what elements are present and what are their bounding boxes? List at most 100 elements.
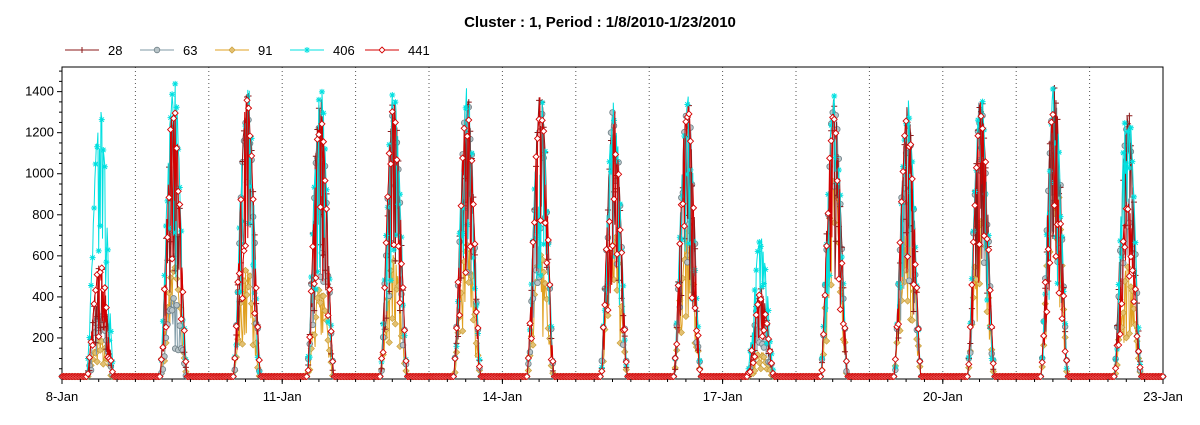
data-point bbox=[979, 98, 986, 105]
data-point bbox=[89, 254, 96, 261]
data-point bbox=[905, 277, 913, 284]
data-point bbox=[914, 325, 922, 333]
data-point bbox=[178, 228, 185, 235]
data-point bbox=[1054, 280, 1061, 287]
data-point bbox=[974, 117, 981, 124]
y-axis: 200 400 600 800 1000 1200 1400 bbox=[25, 70, 62, 370]
data-point bbox=[540, 127, 548, 135]
data-point bbox=[245, 220, 252, 227]
data-point bbox=[541, 279, 549, 288]
data-point bbox=[757, 243, 764, 250]
data-point bbox=[670, 372, 678, 381]
data-point bbox=[1112, 356, 1119, 363]
data-point bbox=[472, 308, 481, 316]
data-point bbox=[101, 284, 109, 292]
data-point bbox=[766, 347, 774, 355]
data-point bbox=[243, 96, 251, 104]
x-tick-label: 23-Jan bbox=[1143, 389, 1183, 404]
data-point bbox=[1117, 237, 1124, 244]
data-point bbox=[165, 193, 173, 202]
data-point bbox=[986, 286, 994, 294]
data-point bbox=[684, 101, 691, 108]
data-point bbox=[1128, 266, 1137, 275]
data-point bbox=[99, 360, 107, 368]
data-point bbox=[910, 308, 917, 315]
data-point bbox=[396, 307, 403, 314]
data-point bbox=[1124, 205, 1132, 213]
data-point bbox=[1129, 158, 1136, 165]
data-point bbox=[236, 224, 243, 231]
data-point bbox=[173, 144, 181, 153]
data-point bbox=[455, 298, 462, 305]
data-point bbox=[318, 120, 326, 128]
data-point bbox=[680, 222, 689, 230]
data-point bbox=[1046, 168, 1053, 175]
data-point bbox=[470, 254, 477, 261]
data-point bbox=[838, 259, 846, 267]
data-point bbox=[88, 341, 97, 349]
data-point bbox=[967, 320, 974, 327]
data-point bbox=[1037, 372, 1045, 381]
data-point bbox=[459, 327, 467, 335]
data-point bbox=[1111, 364, 1120, 372]
data-point bbox=[1055, 289, 1063, 297]
data-point bbox=[755, 359, 763, 367]
data-point bbox=[325, 319, 332, 326]
data-point bbox=[536, 216, 545, 225]
data-point bbox=[104, 246, 111, 253]
data-point bbox=[963, 372, 971, 381]
data-point bbox=[389, 92, 396, 99]
data-point bbox=[534, 229, 541, 236]
data-point bbox=[231, 366, 238, 374]
data-point bbox=[393, 156, 401, 164]
data-point bbox=[1043, 231, 1050, 238]
data-point bbox=[163, 233, 172, 241]
data-point bbox=[1130, 297, 1138, 306]
data-point bbox=[463, 132, 471, 140]
data-point bbox=[168, 307, 176, 314]
data-point bbox=[896, 238, 904, 247]
data-point bbox=[474, 324, 482, 332]
data-point bbox=[596, 372, 604, 381]
data-point bbox=[819, 330, 828, 338]
data-point bbox=[902, 117, 910, 125]
data-point bbox=[248, 135, 255, 142]
data-point bbox=[247, 183, 254, 190]
data-point bbox=[92, 286, 100, 294]
data-point bbox=[754, 351, 762, 359]
data-point bbox=[170, 229, 177, 236]
x-tick-label: 11-Jan bbox=[263, 389, 302, 404]
data-point bbox=[611, 150, 620, 159]
data-point bbox=[908, 175, 916, 183]
data-point bbox=[830, 115, 838, 123]
data-point bbox=[306, 333, 314, 341]
data-point bbox=[166, 225, 173, 232]
data-point bbox=[378, 46, 386, 54]
data-point bbox=[985, 232, 992, 239]
data-point bbox=[751, 287, 758, 294]
data-point bbox=[315, 130, 323, 139]
data-point bbox=[451, 354, 459, 363]
y-tick-label: 600 bbox=[32, 248, 54, 263]
data-point bbox=[465, 116, 473, 124]
data-point bbox=[329, 357, 337, 366]
data-point bbox=[231, 354, 239, 362]
data-point bbox=[533, 134, 542, 143]
data-point bbox=[767, 359, 776, 367]
data-point bbox=[989, 359, 997, 368]
data-point bbox=[890, 372, 898, 381]
data-point bbox=[1052, 252, 1060, 260]
data-point bbox=[603, 286, 610, 293]
data-point bbox=[543, 208, 550, 215]
data-point bbox=[303, 372, 311, 381]
data-point bbox=[382, 239, 390, 247]
data-point bbox=[601, 301, 609, 309]
data-point bbox=[316, 203, 325, 211]
data-point bbox=[312, 286, 319, 293]
data-point bbox=[157, 355, 166, 364]
data-point bbox=[159, 343, 167, 351]
data-point bbox=[1127, 253, 1135, 261]
data-point bbox=[754, 300, 762, 309]
data-point bbox=[246, 132, 254, 140]
data-point bbox=[101, 163, 108, 170]
